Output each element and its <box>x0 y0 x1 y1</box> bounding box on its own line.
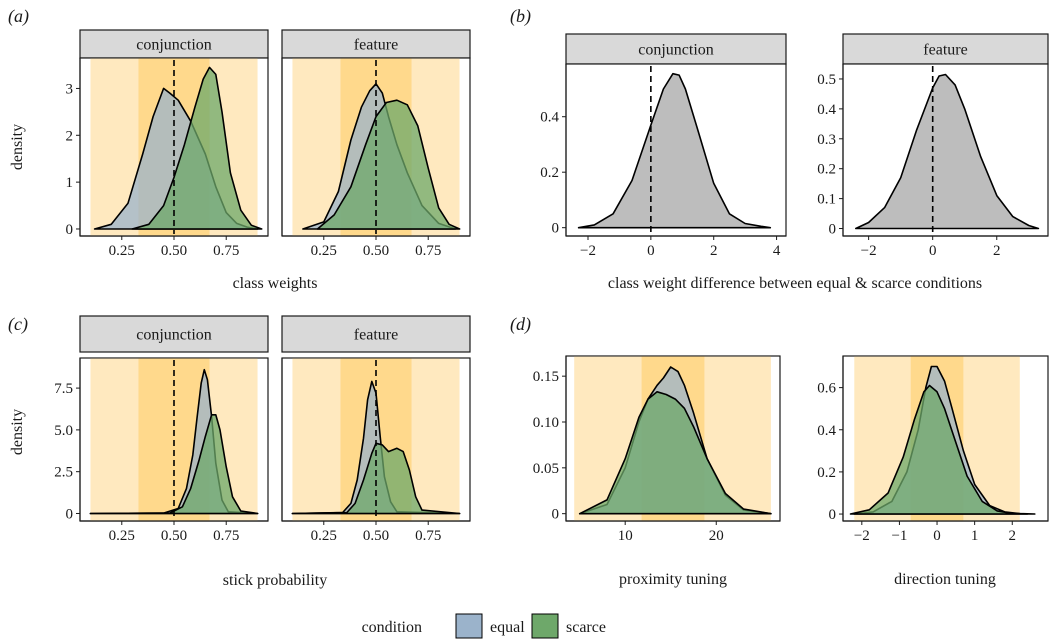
chart-c-facet-1-strip-label: conjunction <box>136 327 212 344</box>
chart-c-facet-1-density-scarce <box>89 414 259 515</box>
chart-b-facet-1-strip-label: conjunction <box>638 42 714 59</box>
chart-b-facet-1-x-tick-label-1: −2 <box>580 243 596 259</box>
chart-c-facet-2-x-tick-label-1: 0.25 <box>311 528 337 544</box>
chart-d-facet-2-x-tick-label-1: −2 <box>854 528 870 544</box>
chart-b-facet-1-y-tick-label-3: 0.4 <box>540 110 559 126</box>
chart-a-facet-1-x-tick-label-2: 0.50 <box>161 243 187 259</box>
chart-d-facet-1-y-tick-label-4: 0.15 <box>533 369 559 385</box>
legend: condition equal scarce <box>362 613 606 639</box>
chart-b-facet-1-y-tick-label-1: 0 <box>552 221 560 237</box>
chart-b-facet-2-strip-label: feature <box>923 42 967 59</box>
chart-a-facet-2-strip-label: feature <box>354 37 398 54</box>
chart-c-facet-2-strip-background <box>281 315 471 353</box>
chart-d-facet-2-x-tick-label-5: 2 <box>1009 528 1017 544</box>
chart-b-facet-2-x-tick-label-1: −2 <box>861 243 877 259</box>
chart-b-facet-2-strip-background <box>842 33 1049 65</box>
chart-b-facet-1-y-tick-label-2: 0.2 <box>540 165 559 181</box>
chart-c-facet-1-y-tick-label-2: 2.5 <box>54 465 73 481</box>
chart-a-facet-1-y-tick-label-2: 1 <box>66 175 74 191</box>
chart-d-facet-2-y-tick-label-1: 0 <box>829 507 837 523</box>
chart-c-x-axis-title: stick probability <box>223 572 327 589</box>
chart-d-facet-2-x-tick-label-4: 1 <box>971 528 979 544</box>
chart-c-facet-1-y-tick-label-3: 5.0 <box>54 423 73 439</box>
legend-title: condition <box>362 619 422 636</box>
chart-a-facet-1-x-tick-label-1: 0.25 <box>109 243 135 259</box>
chart-b-facet-1-x-tick-label-2: 0 <box>647 243 655 259</box>
chart-d-facet-2-x-tick-label-3: 0 <box>933 528 941 544</box>
chart-d-facet-1-x-axis-title: proximity tuning <box>619 571 727 588</box>
chart-b-facet-1-x-tick-label-3: 2 <box>710 243 718 259</box>
chart-b-facet-1-strip-background <box>565 33 787 65</box>
chart-c-facet-1-x-tick-label-2: 0.50 <box>161 528 187 544</box>
legend-key-scarce <box>531 613 559 639</box>
chart-d-facet-1-y-tick-label-1: 0 <box>552 507 560 523</box>
chart-c-y-axis-title: density <box>9 409 26 455</box>
chart-a-facet-2-x-tick-label-1: 0.25 <box>311 243 337 259</box>
chart-d-facet-1-x-tick-label-2: 20 <box>709 528 724 544</box>
chart-b-facet-2-x-tick-label-2: 0 <box>929 243 937 259</box>
chart-a-y-axis-title: density <box>9 124 26 170</box>
chart-b-facet-2-y-tick-label-3: 0.2 <box>817 162 836 178</box>
chart-b-facet-1-x-tick-label-4: 4 <box>773 243 781 259</box>
chart-d-facet-2-y-tick-label-2: 0.2 <box>817 465 836 481</box>
chart-b-facet-2-x-tick-label-3: 2 <box>993 243 1001 259</box>
chart-c-facet-1-strip-background <box>79 315 269 353</box>
panel-letter-d: (d) <box>510 314 531 335</box>
chart-a-x-axis-title: class weights <box>233 275 318 292</box>
legend-label-scarce: scarce <box>566 619 606 636</box>
chart-a-facet-2-density-scarce <box>316 99 461 230</box>
chart-a-facet-1-x-tick-label-3: 0.75 <box>213 243 239 259</box>
chart-b-facet-2-y-tick-label-1: 0 <box>829 222 837 238</box>
chart-c-facet-2-x-tick-label-3: 0.75 <box>415 528 441 544</box>
chart-a-facet-1-density-scarce <box>131 66 263 230</box>
chart-a-facet-1-strip-label: conjunction <box>136 37 212 54</box>
chart-d-facet-1-y-tick-label-2: 0.05 <box>533 461 559 477</box>
chart-a-facet-2-x-tick-label-2: 0.50 <box>363 243 389 259</box>
chart-d-facet-1-density-scarce <box>578 391 772 515</box>
chart-a-facet-1-y-tick-label-3: 2 <box>66 128 74 144</box>
chart-d-facet-2-y-tick-label-3: 0.4 <box>817 423 836 439</box>
chart-a-facet-1-strip-background <box>79 29 269 59</box>
chart-c-facet-1-x-tick-label-3: 0.75 <box>213 528 239 544</box>
panel-letter-b: (b) <box>510 6 531 27</box>
chart-d-facet-1-y-tick-label-3: 0.10 <box>533 415 559 431</box>
chart-d-facet-2-y-tick-label-4: 0.6 <box>817 381 836 397</box>
panel-letter-c: (c) <box>8 314 28 335</box>
chart-d-facet-2-density-scarce <box>849 384 1029 515</box>
chart-a-facet-2-x-tick-label-3: 0.75 <box>415 243 441 259</box>
chart-a-facet-2-strip-background <box>281 29 471 59</box>
chart-b-facet-2-y-tick-label-5: 0.4 <box>817 102 836 118</box>
chart-c-facet-2-strip-label: feature <box>354 327 398 344</box>
legend-key-equal <box>455 613 483 639</box>
chart-a-facet-1-y-tick-label-4: 3 <box>66 81 74 97</box>
chart-a-facet-1-y-tick-label-1: 0 <box>66 222 74 238</box>
chart-b-facet-2-y-tick-label-6: 0.5 <box>817 72 836 88</box>
chart-d-facet-2-x-tick-label-2: −1 <box>891 528 907 544</box>
chart-b-facet-2-y-tick-label-2: 0.1 <box>817 192 836 208</box>
chart-c-facet-1-x-tick-label-1: 0.25 <box>109 528 135 544</box>
chart-b-facet-1-density-difference <box>577 72 772 229</box>
chart-c-facet-1-y-tick-label-4: 7.5 <box>54 381 73 397</box>
chart-b-x-axis-title: class weight difference between equal & … <box>608 275 982 292</box>
chart-c-facet-2-x-tick-label-2: 0.50 <box>363 528 389 544</box>
chart-c-facet-1-y-tick-label-1: 0 <box>66 506 74 522</box>
panel-letter-a: (a) <box>8 6 29 27</box>
chart-c-facet-2-density-scarce <box>291 442 461 515</box>
chart-d-facet-1-x-tick-label-1: 10 <box>618 528 633 544</box>
legend-label-equal: equal <box>490 619 525 636</box>
chart-d-facet-2-x-axis-title: direction tuning <box>894 571 996 588</box>
chart-b-facet-2-y-tick-label-4: 0.3 <box>817 132 836 148</box>
chart-b-facet-2-density-difference <box>855 73 1040 230</box>
